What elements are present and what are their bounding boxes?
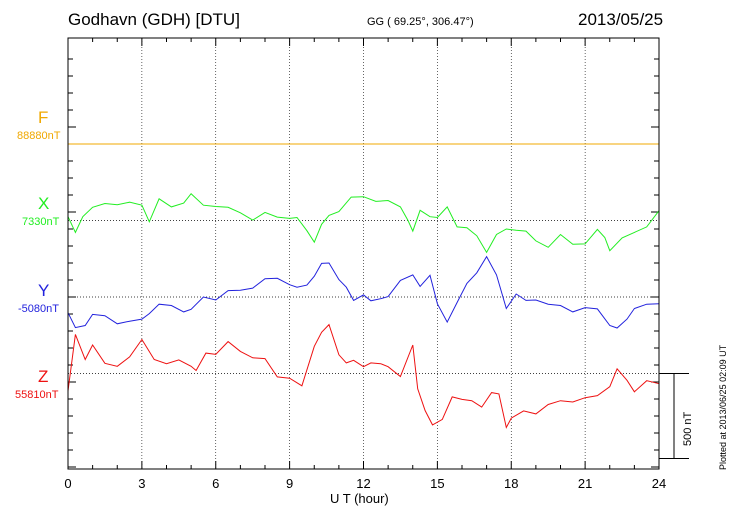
date-label: 2013/05/25 — [578, 10, 664, 29]
x-tick-label: 3 — [138, 476, 145, 491]
channel-name-y: Y — [38, 281, 50, 300]
channel-baselines — [68, 143, 659, 374]
x-tick-label: 24 — [652, 476, 666, 491]
trace-y — [67, 255, 660, 329]
channel-baseline-z: 55810nT — [15, 389, 59, 401]
channel-name-x: X — [38, 194, 50, 213]
plot-frame — [67, 37, 660, 470]
geographic-coordinates: GG ( 69.25°, 306.47°) — [367, 16, 474, 28]
trace-z — [67, 323, 660, 429]
station-title: Godhavn (GDH) [DTU] — [68, 10, 240, 29]
channel-name-z: Z — [38, 367, 49, 386]
channel-baseline-f: 88880nT — [17, 130, 61, 142]
axis-ticks: 0 3 6 9 12 15 18 21 24 — [64, 38, 666, 491]
x-tick-label: 0 — [64, 476, 71, 491]
x-tick-label: 15 — [430, 476, 444, 491]
x-axis-label: U T (hour) — [330, 491, 389, 506]
x-tick-label: 12 — [356, 476, 370, 491]
grid-lines — [141, 38, 586, 469]
x-tick-label: 21 — [578, 476, 592, 491]
plotted-timestamp: Plotted at 2013/06/25 02:09 UT — [718, 344, 728, 470]
channel-name-f: F — [38, 108, 49, 127]
scale-bar — [659, 373, 689, 459]
x-tick-label: 6 — [212, 476, 219, 491]
channel-baseline-x: 7330nT — [22, 216, 60, 228]
x-tick-label: 9 — [286, 476, 293, 491]
trace-x — [67, 192, 660, 254]
x-tick-label: 18 — [504, 476, 518, 491]
channel-baseline-y: -5080nT — [18, 303, 59, 315]
channel-traces — [67, 143, 660, 429]
scale-bar-label: 500 nT — [682, 411, 694, 446]
